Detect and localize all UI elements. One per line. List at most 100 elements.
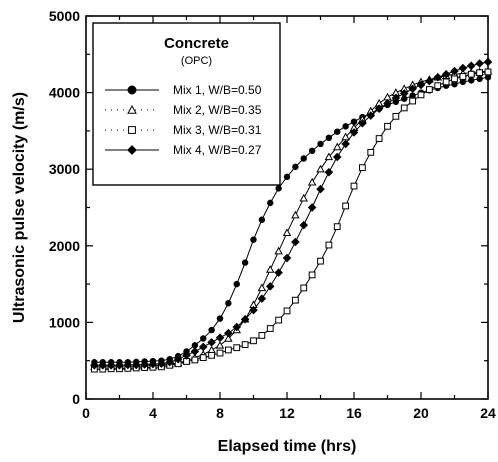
data-point bbox=[258, 216, 266, 223]
data-point bbox=[400, 104, 408, 112]
data-point bbox=[106, 361, 116, 370]
legend-label: Mix 1, W/B=0.50 bbox=[173, 83, 262, 97]
y-tick-label: 1000 bbox=[49, 314, 80, 330]
data-point bbox=[433, 73, 443, 82]
data-point bbox=[257, 283, 267, 292]
data-point bbox=[300, 155, 307, 162]
data-point bbox=[367, 148, 375, 156]
data-point bbox=[292, 163, 299, 171]
data-point bbox=[275, 316, 283, 324]
data-point bbox=[350, 182, 358, 190]
data-point bbox=[283, 307, 291, 315]
legend-title: Concrete bbox=[164, 35, 229, 52]
data-point bbox=[225, 300, 232, 307]
data-point bbox=[399, 89, 409, 98]
data-point bbox=[131, 360, 141, 370]
data-point bbox=[316, 164, 325, 173]
data-point bbox=[250, 236, 257, 243]
data-point bbox=[332, 152, 342, 162]
data-point bbox=[241, 259, 249, 266]
data-point bbox=[442, 78, 450, 86]
data-point bbox=[358, 164, 366, 172]
data-point bbox=[383, 99, 392, 108]
data-point bbox=[358, 118, 367, 128]
data-point bbox=[409, 92, 416, 99]
data-point bbox=[434, 82, 442, 90]
data-point bbox=[334, 128, 341, 135]
data-point bbox=[483, 57, 493, 67]
data-point bbox=[208, 326, 215, 334]
data-point bbox=[266, 265, 275, 273]
data-point bbox=[391, 93, 401, 103]
data-point bbox=[241, 341, 249, 349]
y-axis-title: Ultrasonic pulse velocity (m/s) bbox=[11, 92, 28, 323]
data-point bbox=[216, 349, 224, 357]
data-point bbox=[291, 296, 299, 304]
data-point bbox=[325, 241, 333, 249]
data-point bbox=[325, 134, 333, 142]
data-point bbox=[266, 325, 274, 332]
data-point bbox=[165, 357, 175, 367]
legend: Concrete (OPC) Mix 1, W/B=0.50 Mix 2, W/B=0… bbox=[92, 22, 281, 186]
legend-marker bbox=[127, 104, 137, 114]
legend-marker bbox=[128, 126, 136, 134]
data-point bbox=[459, 78, 467, 86]
data-point bbox=[308, 147, 316, 155]
data-point bbox=[190, 347, 200, 356]
data-point bbox=[207, 345, 216, 354]
data-point bbox=[425, 76, 434, 86]
data-point bbox=[342, 123, 349, 130]
data-point bbox=[198, 342, 208, 352]
data-point bbox=[282, 228, 292, 236]
data-point bbox=[216, 315, 224, 322]
legend-entry-2: Mix 2, W/B=0.35 bbox=[105, 103, 262, 117]
legend-label: Mix 2, W/B=0.35 bbox=[173, 103, 262, 117]
data-point bbox=[317, 257, 324, 265]
data-point bbox=[450, 66, 459, 76]
plot-area: 0 4 8 12 16 20 24 0 1000 2000 3000 4000 5000 bbox=[49, 8, 496, 421]
data-point bbox=[476, 75, 483, 83]
x-tick-label: 12 bbox=[279, 405, 295, 421]
data-point bbox=[224, 328, 233, 338]
data-point bbox=[458, 63, 468, 73]
data-point bbox=[459, 73, 467, 80]
data-point bbox=[215, 333, 225, 342]
data-point bbox=[274, 268, 283, 277]
data-point bbox=[182, 351, 191, 360]
data-point bbox=[240, 315, 250, 324]
data-point bbox=[90, 361, 99, 370]
legend-marker bbox=[127, 85, 137, 95]
data-point bbox=[233, 344, 241, 352]
y-tick-label: 5000 bbox=[49, 8, 80, 24]
data-point bbox=[342, 202, 350, 210]
data-point bbox=[98, 361, 108, 370]
data-point bbox=[299, 220, 309, 230]
data-point bbox=[282, 253, 292, 263]
data-point bbox=[199, 354, 207, 362]
data-point bbox=[374, 104, 384, 113]
data-point bbox=[307, 203, 317, 212]
x-tick-label: 0 bbox=[82, 405, 90, 421]
legend-marker bbox=[127, 145, 137, 155]
data-point bbox=[208, 351, 216, 359]
data-point bbox=[308, 271, 316, 279]
legend-label: Mix 3, W/B=0.31 bbox=[173, 123, 262, 137]
data-point bbox=[123, 360, 133, 370]
x-axis-title: Elapsed time (hrs) bbox=[218, 438, 357, 455]
data-point bbox=[375, 135, 383, 142]
data-point bbox=[484, 68, 492, 76]
y-tick-label: 4000 bbox=[49, 85, 80, 101]
data-point bbox=[317, 140, 324, 148]
data-point bbox=[200, 335, 207, 342]
data-point bbox=[341, 139, 350, 149]
data-point bbox=[249, 305, 258, 315]
data-point bbox=[173, 354, 183, 364]
legend-entry-3: Mix 3, W/B=0.31 bbox=[105, 123, 262, 137]
data-point bbox=[157, 359, 166, 369]
data-point bbox=[307, 177, 317, 186]
x-tick-label: 16 bbox=[346, 405, 362, 421]
data-point bbox=[275, 185, 282, 192]
data-point bbox=[283, 173, 291, 181]
data-point bbox=[476, 69, 484, 77]
